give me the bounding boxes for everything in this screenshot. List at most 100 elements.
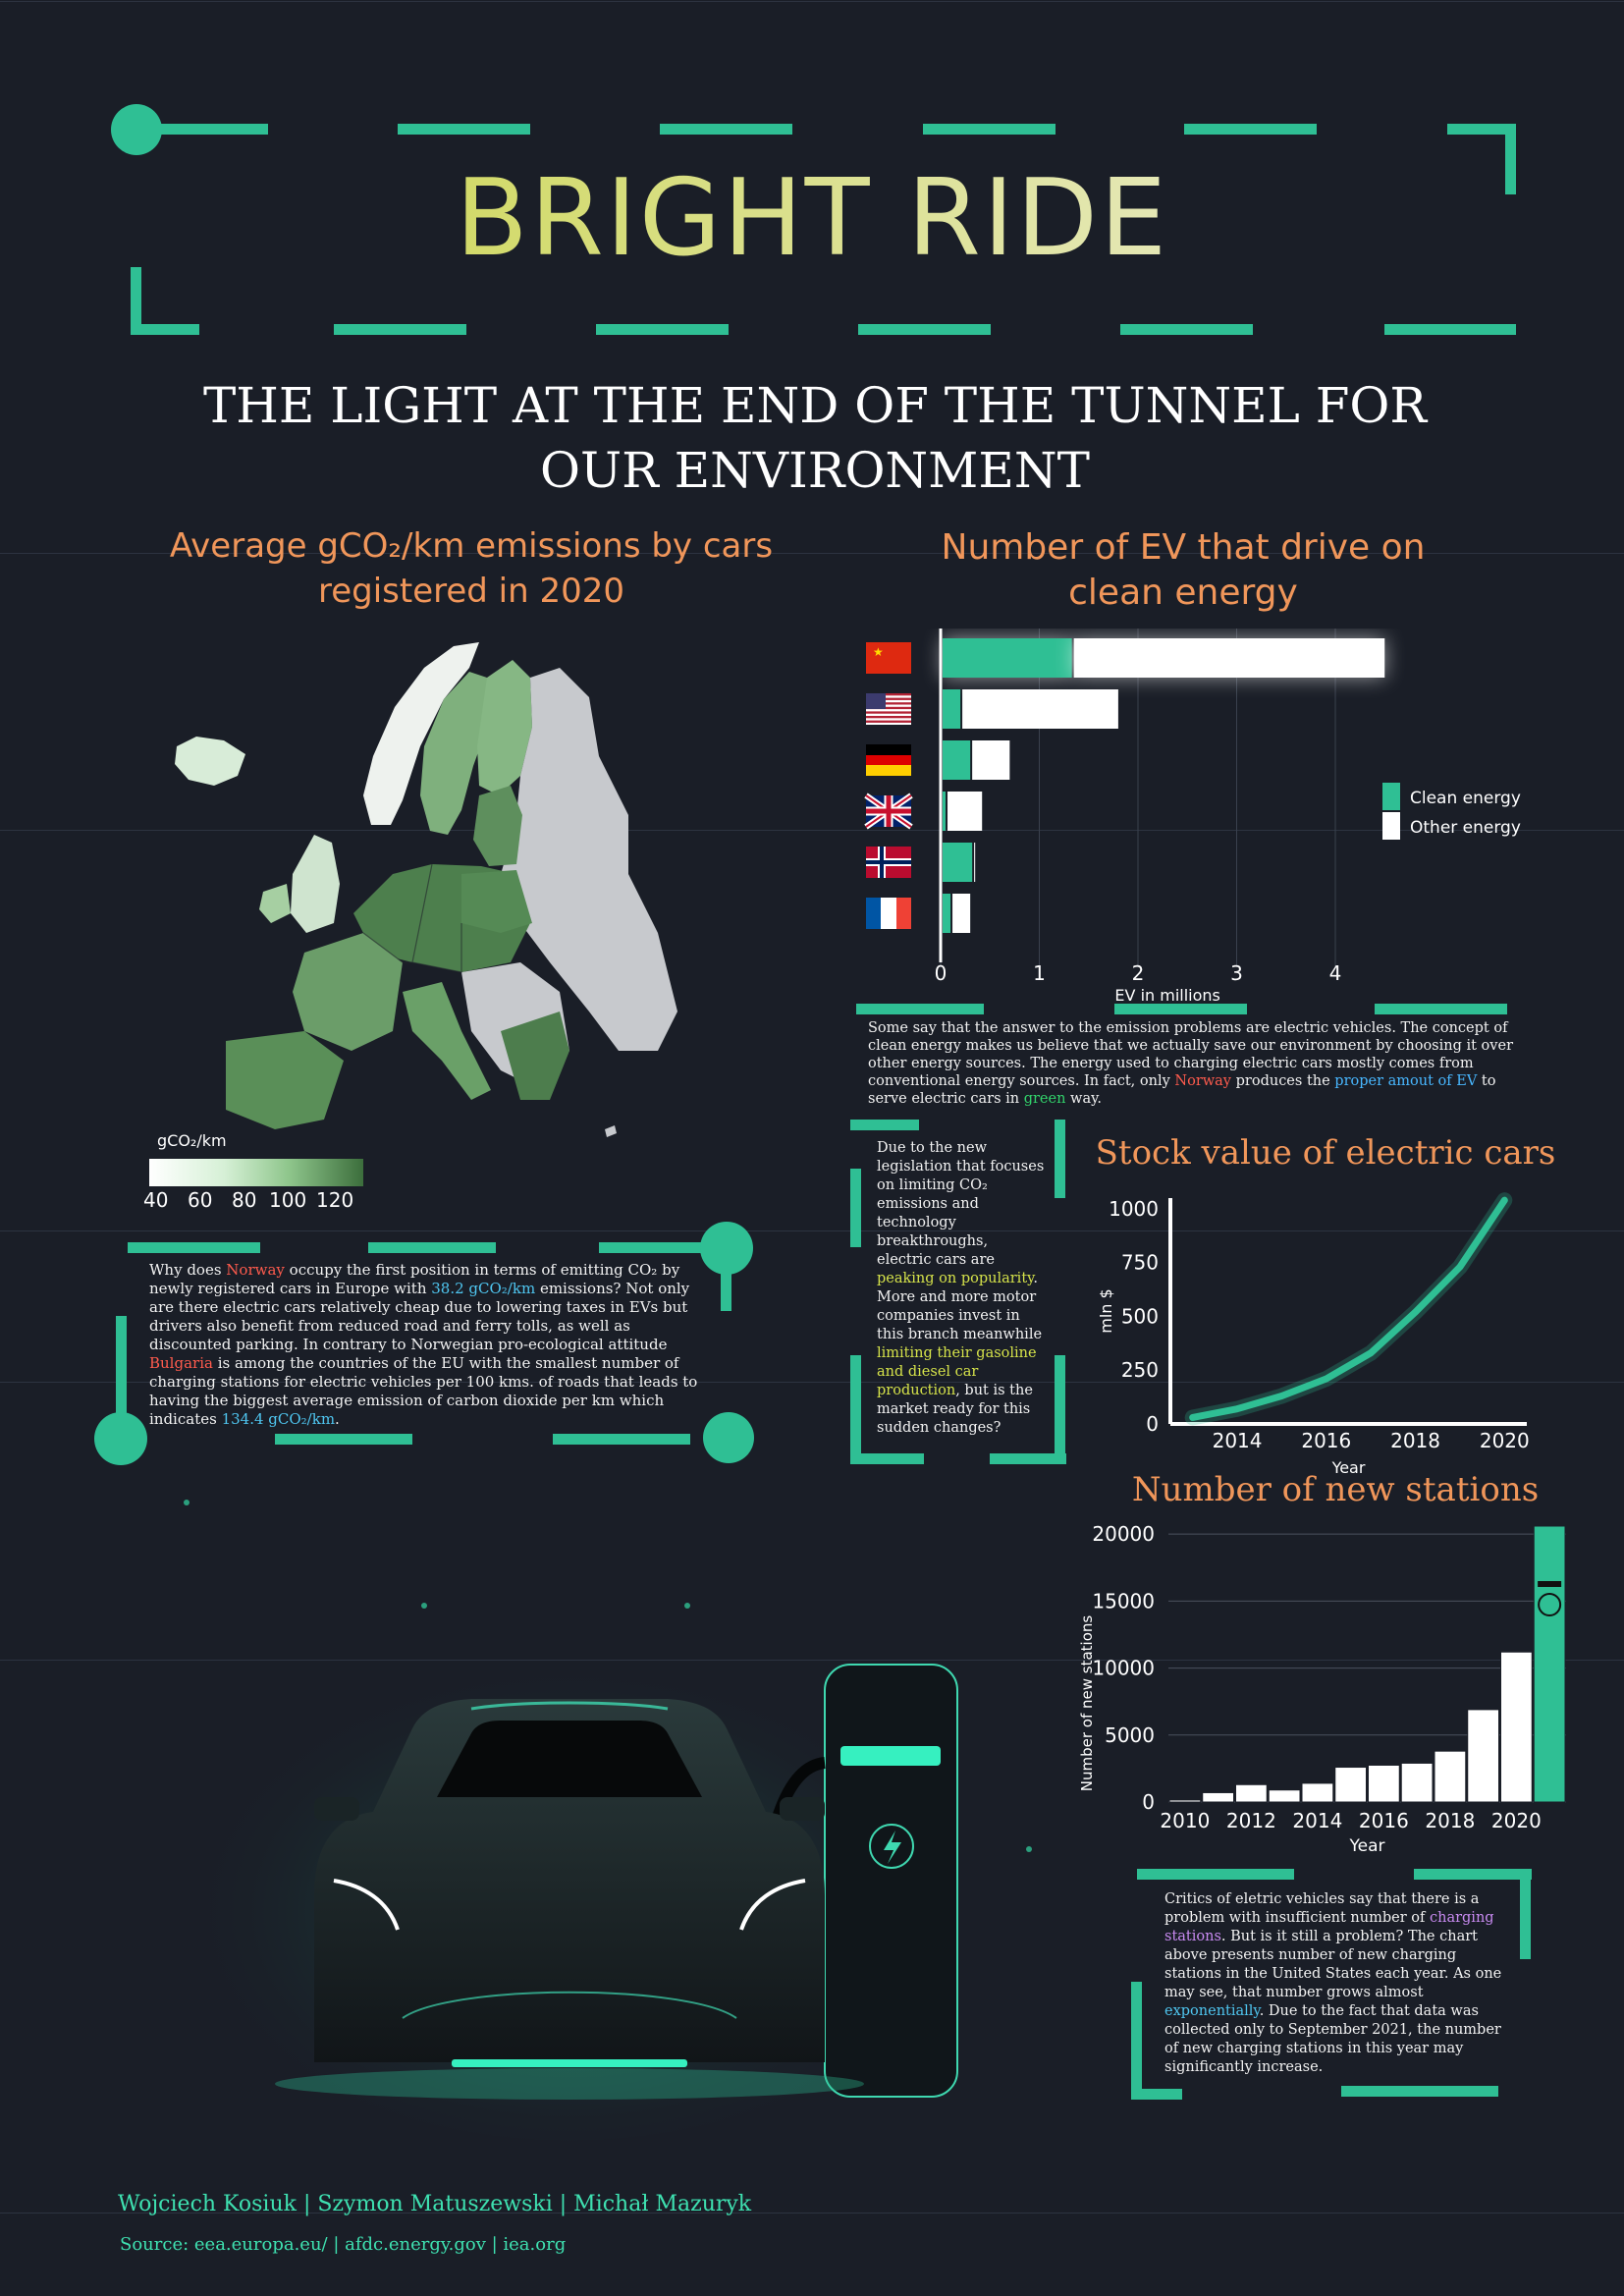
footer-authors: Wojciech Kosiuk | Szymon Matuszewski | M… <box>118 2192 752 2216</box>
bar <box>1467 1709 1499 1803</box>
map-region-southeast <box>501 1011 569 1100</box>
map-region-finland <box>477 660 532 795</box>
paragraph-segment: . <box>335 1410 340 1428</box>
x-tick-label: 3 <box>1230 961 1243 985</box>
frame-knob <box>94 1412 147 1465</box>
flag-star: ★ <box>873 645 884 659</box>
map-region-cyprus <box>605 1125 617 1137</box>
divider-line <box>0 2213 1624 2214</box>
paragraph-segment: , but is the market ready for this sudde… <box>877 1383 1033 1436</box>
map-legend: gCO₂/km 40 60 80 100 120 <box>143 1131 375 1212</box>
frame-dash <box>1055 1355 1065 1463</box>
map-region-east <box>501 668 677 1051</box>
flag-stripe <box>866 755 911 765</box>
flag-france-icon <box>866 898 881 929</box>
frame-knob <box>703 1412 754 1463</box>
legend-tick: 80 <box>232 1188 257 1212</box>
y-tick-label: 5000 <box>1105 1723 1155 1747</box>
paragraph-segment: . But is it still a problem? The chart a… <box>1164 1929 1502 2000</box>
y-tick-label: 10000 <box>1092 1657 1155 1680</box>
x-tick-label: 2 <box>1132 961 1145 985</box>
paragraph-segment: charging stations <box>1164 1910 1494 1944</box>
paragraph-segment: 38.2 gCO₂/km <box>431 1280 536 1297</box>
map-region-norway <box>363 642 479 825</box>
flag-stripe <box>866 706 911 710</box>
sparkle <box>684 1603 690 1609</box>
map-region-uk <box>291 835 340 933</box>
sparkle <box>421 1603 427 1609</box>
sparkle <box>184 1500 189 1505</box>
paragraph-segment: Why does <box>149 1261 227 1279</box>
frame-dash <box>116 1316 127 1424</box>
flag-stripe <box>866 765 911 776</box>
x-tick-label: 2020 <box>1480 1429 1530 1452</box>
car-mirror-left <box>314 1797 359 1821</box>
legend-label: Clean energy <box>1410 789 1521 808</box>
x-axis-label: Year <box>1349 1836 1385 1856</box>
bar <box>1434 1750 1467 1803</box>
map-title: Average gCO₂/km emissions by cars regist… <box>169 526 774 611</box>
flag-china-icon <box>866 642 911 674</box>
frame-dash <box>856 1004 984 1014</box>
legend-tick: 100 <box>269 1188 307 1212</box>
charger-body <box>824 1664 958 2098</box>
frame-dash <box>275 1434 412 1445</box>
bar-clean-energy <box>943 843 973 882</box>
bar <box>1368 1764 1400 1803</box>
bar-clean-energy <box>943 689 961 729</box>
frame-dash <box>1375 1004 1507 1014</box>
europe-map <box>175 642 677 1137</box>
divider-line <box>0 830 1624 831</box>
map-region-ireland <box>259 884 291 923</box>
y-tick-label: 20000 <box>1092 1522 1155 1546</box>
flag-stripe <box>866 697 911 700</box>
bar <box>1301 1782 1334 1803</box>
x-tick-label: 1 <box>1033 961 1046 985</box>
frame-dash <box>147 124 268 135</box>
paragraph-segment: Bulgaria <box>149 1354 213 1372</box>
frame-dash <box>131 324 199 335</box>
flag-cross <box>866 847 911 878</box>
stock-line-chart: 0 250 500 750 1000 2014 2016 2018 2020 Year mln $ <box>1097 1192 1530 1477</box>
bar <box>1500 1651 1533 1803</box>
x-tick-label: 2010 <box>1160 1809 1210 1832</box>
flag-stripe <box>881 898 896 929</box>
legend-swatch <box>1382 783 1400 810</box>
frame-dash <box>1341 2086 1498 2097</box>
frame-dash <box>1505 124 1516 194</box>
paragraph-segment: proper amout of EV <box>1334 1073 1478 1089</box>
bar-other-energy <box>947 792 983 831</box>
x-tick-label: 2016 <box>1359 1809 1409 1832</box>
x-tick-label: 0 <box>935 961 947 985</box>
map-region-baltics <box>473 786 522 866</box>
bar-clean-energy <box>943 638 1072 678</box>
legend-title: gCO₂/km <box>157 1131 227 1150</box>
bar-other-energy <box>972 740 1010 780</box>
flag-stripe <box>866 716 911 719</box>
y-tick-label: 0 <box>1142 1790 1155 1814</box>
y-axis-label: mln $ <box>1097 1288 1115 1333</box>
paragraph-segment: exponentially <box>1164 2003 1260 2019</box>
paragraph-segment: to serve electric cars in <box>868 1073 1496 1107</box>
paragraph-segment: Norway <box>1174 1073 1232 1089</box>
charger-display <box>840 1746 941 1766</box>
x-tick-label: 2012 <box>1226 1809 1276 1832</box>
car-charging-illustration <box>177 1500 1032 2141</box>
y-tick-label: 15000 <box>1092 1589 1155 1613</box>
paragraph-segment: way. <box>1065 1091 1102 1107</box>
flag-germany-icon <box>866 744 911 755</box>
y-tick-label: 0 <box>1146 1412 1159 1436</box>
x-tick-label: 2016 <box>1301 1429 1351 1452</box>
paragraph-segment: . More and more motor companies invest i… <box>877 1271 1043 1342</box>
car-roof-highlight <box>470 1701 669 1711</box>
frame-dash <box>128 1242 260 1253</box>
legend-tick: 40 <box>143 1188 169 1212</box>
x-tick-label: 2018 <box>1390 1429 1440 1452</box>
legend-colorbar <box>149 1159 363 1186</box>
frame-dash <box>850 1120 919 1130</box>
frame-dash <box>1120 324 1253 335</box>
frame-dash <box>131 267 141 334</box>
paragraph-segment: . Due to the fact that data was collecte… <box>1164 2003 1501 2075</box>
page-title: BRIGHT RIDE <box>0 157 1624 280</box>
stations-chart-title: Number of new stations <box>1131 1470 1540 1509</box>
